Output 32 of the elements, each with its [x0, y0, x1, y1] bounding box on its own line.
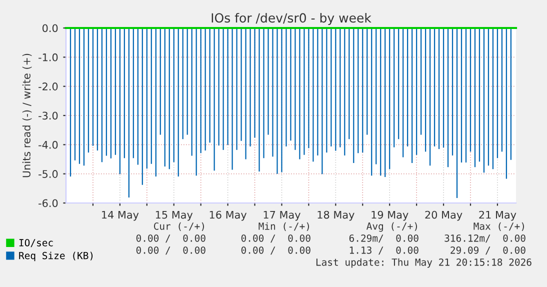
x-tick-label: 14 May [102, 210, 139, 221]
text: Avg (-/+) [366, 222, 417, 232]
y-tick-label: -2.0 [38, 82, 58, 90]
text: Last update: Thu May 21 20:15:18 2026 [316, 258, 532, 268]
legend-label: IO/sec [19, 239, 53, 248]
text: 0.00 / 0.00 [136, 246, 206, 255]
text: 0.00 / 0.00 [241, 234, 310, 243]
legend-label: Req Size (KB) [19, 252, 93, 262]
x-tick-label: 21 May [479, 210, 516, 221]
y-tick-label: -6.0 [38, 199, 58, 208]
y-tick-label: -5.0 [38, 170, 58, 178]
x-tick-label: 15 May [156, 210, 193, 221]
text: 1.13 / 0.00 [350, 246, 418, 255]
text: 29.09 / 0.00 [450, 246, 526, 255]
x-tick-label: 19 May [372, 210, 408, 221]
x-tick-label: 20 May [425, 210, 462, 221]
y-tick-label: -4.0 [38, 140, 58, 149]
y-tick-label: 0.0 [42, 24, 58, 32]
y-tick-label: -1.0 [38, 53, 58, 62]
text: 316.12m/ 0.00 [444, 234, 526, 243]
text: 6.29m/ 0.00 [349, 234, 418, 243]
chart-title: IOs for /dev/sr0 - by week [212, 12, 372, 26]
text: 0.00 / 0.00 [241, 246, 310, 255]
text: Max (-/+) [474, 222, 524, 231]
x-tick-label: 16 May [210, 210, 247, 221]
text: Cur (-/+) [154, 222, 204, 231]
x-tick-label: 17 May [264, 210, 300, 221]
text: Min (-/+) [258, 222, 309, 231]
y-tick-label: -3.0 [38, 112, 58, 120]
x-tick-label: 18 May [318, 210, 354, 221]
text: 0.00 / 0.00 [136, 234, 206, 243]
y-axis-title: Units read (-) / write (+) [22, 54, 32, 178]
